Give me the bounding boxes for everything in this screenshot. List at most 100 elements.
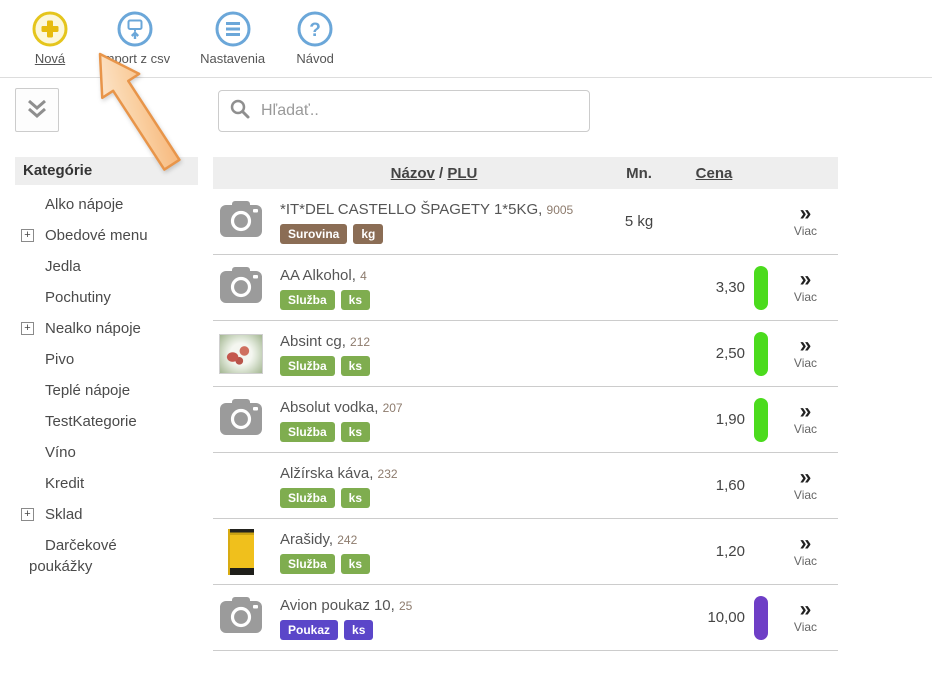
svg-text:?: ?: [309, 20, 321, 41]
product-name[interactable]: Absint cg: [280, 332, 342, 350]
more-button[interactable]: » Viac: [773, 466, 838, 502]
product-plu: 212: [350, 334, 371, 349]
collapse-all-button[interactable]: [15, 88, 59, 132]
table-row: *IT*DEL CASTELLO ŠPAGETY 1*5KG, 9005 Sur…: [213, 189, 838, 255]
product-plu: 4: [360, 268, 367, 283]
product-plu: 9005: [546, 202, 574, 217]
product-tags: Služba ks: [280, 289, 599, 310]
more-button[interactable]: » Viac: [773, 268, 838, 304]
tag-badge: Služba: [280, 553, 335, 574]
product-price: 1,60: [715, 477, 745, 494]
toolbar-button-nov-[interactable]: Nová: [30, 10, 70, 66]
chevrons-right-icon: »: [799, 202, 812, 225]
toolbar-label-nastavenia: Nastavenia: [200, 51, 266, 66]
product-plu: 232: [377, 466, 398, 481]
product-plu: 242: [337, 532, 358, 547]
product-photo[interactable]: [228, 528, 254, 575]
import-csv-icon: [116, 10, 154, 48]
sidebar-item-tepl-n-poje[interactable]: Teplé nápoje: [45, 382, 131, 399]
product-name[interactable]: Alžírska káva: [280, 464, 370, 482]
expand-plus-icon[interactable]: +: [21, 322, 34, 335]
product-tags: Poukaz ks: [280, 619, 599, 640]
sort-by-name-link[interactable]: Názov: [390, 164, 435, 182]
search-icon: [229, 98, 251, 125]
camera-placeholder-icon: [220, 399, 262, 440]
toolbar-label-import-z-csv: Import z csv: [100, 51, 171, 66]
sort-by-price-link[interactable]: Cena: [695, 164, 733, 182]
sidebar-item-sklad[interactable]: + Sklad: [15, 499, 198, 530]
more-button[interactable]: » Viac: [773, 202, 838, 238]
more-button[interactable]: » Viac: [773, 401, 838, 436]
sidebar-item-dar-ekov-pouk-ky[interactable]: Darčekové poukážky: [29, 537, 117, 575]
more-button[interactable]: » Viac: [773, 334, 838, 370]
table-row: Avion poukaz 10, 25 Poukaz ks 10,00 » Via…: [213, 585, 838, 651]
product-tags: Surovina kg: [280, 223, 599, 244]
search-box: [218, 90, 590, 132]
product-photo[interactable]: [219, 333, 263, 374]
table-row: AA Alkohol, 4 Služba ks 3,30 » Viac: [213, 255, 838, 321]
chevrons-right-icon: »: [799, 334, 812, 357]
more-button[interactable]: » Viac: [773, 533, 838, 568]
products-table: Názov / PLU Mn. Cena *IT*DEL CASTELLO ŠP…: [213, 157, 838, 651]
sort-by-plu-link[interactable]: PLU: [447, 164, 478, 182]
tag-badge: Služba: [280, 487, 335, 508]
sidebar-header: Kategórie: [15, 157, 198, 185]
chevrons-right-icon: »: [799, 466, 812, 489]
toolbar-button-n-vod[interactable]: ? Návod: [295, 10, 335, 66]
toolbar-button-nastavenia[interactable]: Nastavenia: [200, 10, 265, 66]
product-price: 1,20: [715, 543, 745, 560]
stock-level-bar: [754, 595, 768, 640]
product-name[interactable]: Avion poukaz 10: [280, 596, 391, 614]
sidebar-item-kredit[interactable]: Kredit: [45, 475, 85, 492]
product-tags: Služba ks: [280, 487, 599, 508]
chevrons-right-icon: »: [799, 268, 812, 291]
category-sidebar: Kategórie Alko nápoje + Obedové menu Jed…: [15, 157, 198, 577]
product-price: 1,90: [715, 411, 745, 428]
sidebar-item-alko-n-poje[interactable]: Alko nápoje: [45, 196, 124, 213]
tag-badge: Služba: [280, 355, 335, 376]
search-input[interactable]: [261, 102, 579, 120]
tag-badge: ks: [340, 289, 371, 310]
tag-badge: Služba: [280, 421, 335, 442]
sidebar-item-nealko-n-poje[interactable]: + Nealko nápoje: [15, 313, 198, 344]
toolbar-button-import-z-csv[interactable]: Import z csv: [100, 10, 170, 66]
tag-badge: ks: [340, 553, 371, 574]
tag-badge: ks: [340, 355, 371, 376]
more-button[interactable]: » Viac: [773, 599, 838, 634]
expand-plus-icon[interactable]: +: [21, 229, 34, 242]
toolbar: Nová Import z csv Nastavenia ? Návod: [0, 0, 932, 78]
double-chevron-down-icon: [25, 97, 49, 124]
product-name[interactable]: AA Alkohol: [280, 266, 352, 284]
camera-placeholder-icon: [220, 201, 262, 242]
product-quantity: 5 kg: [624, 213, 654, 230]
stock-level-bar: [754, 397, 768, 442]
tag-badge: ks: [340, 487, 371, 508]
tag-badge: Služba: [280, 289, 335, 310]
product-tags: Služba ks: [280, 553, 599, 574]
toolbar-label-n-vod: Návod: [296, 51, 334, 66]
table-header-row: Názov / PLU Mn. Cena: [213, 157, 838, 189]
tag-badge: ks: [340, 421, 371, 442]
sidebar-item-obedov-menu[interactable]: + Obedové menu: [15, 220, 198, 251]
header-quantity: Mn.: [626, 164, 652, 182]
product-price: 10,00: [707, 609, 745, 626]
sidebar-item-v-no[interactable]: Víno: [45, 444, 76, 461]
table-row: Alžírska káva, 232 Služba ks 1,60 » Viac: [213, 453, 838, 519]
tag-badge: ks: [344, 619, 374, 640]
camera-placeholder-icon: [220, 267, 262, 308]
product-name[interactable]: *IT*DEL CASTELLO ŠPAGETY 1*5KG: [280, 200, 539, 218]
table-row: Arašidy, 242 Služba ks 1,20 » Viac: [213, 519, 838, 585]
product-tags: Služba ks: [280, 421, 599, 442]
tag-badge: kg: [353, 223, 384, 244]
sidebar-item-testkategorie[interactable]: TestKategorie: [45, 413, 137, 430]
sidebar-item-pochutiny[interactable]: Pochutiny: [45, 289, 111, 306]
sidebar-item-jedla[interactable]: Jedla: [45, 258, 81, 275]
sidebar-item-pivo[interactable]: Pivo: [45, 351, 75, 368]
tag-badge: Surovina: [280, 223, 348, 244]
product-name[interactable]: Arašidy: [280, 530, 329, 548]
expand-plus-icon[interactable]: +: [21, 508, 34, 521]
product-name[interactable]: Absolut vodka: [280, 398, 375, 416]
camera-placeholder-icon: [220, 597, 262, 638]
table-row: Absint cg, 212 Služba ks 2,50 » Viac: [213, 321, 838, 387]
